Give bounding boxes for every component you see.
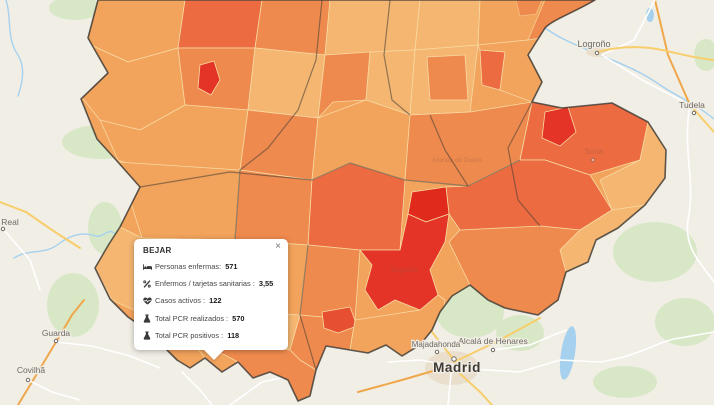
province-border <box>299 244 317 371</box>
lake <box>646 8 654 22</box>
city-dot-real <box>0 226 6 232</box>
overlay-city-labels: Soria Segovia Aranda de Duero <box>390 147 603 274</box>
city-dot-alcala-de-henares <box>490 347 496 353</box>
city-dot-logrono <box>594 50 600 56</box>
popup-pointer <box>203 349 225 360</box>
municipality-region[interactable] <box>359 213 450 311</box>
road <box>55 341 161 369</box>
municipality-region[interactable] <box>317 51 371 119</box>
city-label-covilha: Covilhã <box>17 365 46 375</box>
popup-stat-row: Total PCR realizados : 570 <box>143 314 279 323</box>
percent-icon <box>143 279 152 288</box>
parkland-area <box>613 222 697 282</box>
road <box>0 201 81 249</box>
flask-icon <box>143 314 152 323</box>
road <box>601 0 656 56</box>
city-dot-covilha <box>25 377 31 383</box>
municipality-region[interactable] <box>197 60 221 96</box>
parkland-area <box>49 0 101 20</box>
region-outer-border <box>80 0 667 402</box>
municipality-region[interactable] <box>515 0 543 17</box>
stat-value: 122 <box>207 296 222 306</box>
stat-value: 118 <box>225 330 240 340</box>
parkland-area <box>47 273 99 337</box>
stat-label: Enfermos / tarjetas sanitarias : <box>155 279 255 289</box>
stat-label: Casos activos : <box>155 296 206 306</box>
municipality-region[interactable] <box>324 0 421 56</box>
parkland-area <box>655 298 714 346</box>
road <box>689 104 714 133</box>
stat-label: Total PCR realizados : <box>155 313 229 323</box>
bed-icon <box>143 263 152 271</box>
road <box>387 359 455 367</box>
city-label-tudela: Tudela <box>679 100 705 110</box>
parkland-area <box>593 366 657 398</box>
stat-value: 3,55 <box>256 279 274 289</box>
stat-value: 570 <box>230 313 245 323</box>
road <box>686 104 714 283</box>
road <box>2 228 41 291</box>
road <box>453 317 541 363</box>
city-dot-guarda <box>53 338 59 344</box>
parkland-area <box>694 39 714 71</box>
municipality-region[interactable] <box>239 109 319 181</box>
city-label-soria: Soria <box>585 147 604 156</box>
stat-label: Personas enfermas: <box>155 262 222 271</box>
city-label-aranda: Aranda de Duero <box>432 157 482 164</box>
base-city-labels: Logroño Tudela Madrid Alcalá de HenaresMaja… <box>0 38 706 383</box>
river <box>13 230 115 259</box>
info-popup: × BEJAR Personas enfermas: 571 Enfermos /… <box>134 239 288 350</box>
road <box>455 359 601 373</box>
city-label-segovia: Segovia <box>390 265 418 274</box>
road <box>492 329 567 351</box>
city-label-alcala-de-henares: Alcalá de Henares <box>458 336 527 346</box>
municipality-region[interactable] <box>414 0 481 51</box>
municipality-region[interactable] <box>426 54 469 101</box>
road <box>601 54 691 106</box>
flask-icon <box>143 331 152 340</box>
road <box>27 379 81 401</box>
popup-stats-list: Personas enfermas: 571 Enfermos / tarjeta… <box>143 262 279 340</box>
popup-stat-row: Enfermos / tarjetas sanitarias : 3,55 <box>143 279 279 288</box>
road <box>181 371 213 405</box>
city-label-real: Real <box>1 217 19 227</box>
province-border <box>239 0 323 171</box>
highway <box>654 0 691 106</box>
parkland-area <box>496 315 544 351</box>
city-dot-tudela <box>691 110 697 116</box>
road <box>447 363 453 405</box>
choropleth-layer <box>81 0 666 401</box>
city-dot-soria <box>590 157 596 163</box>
city-label-majadahonda: Majadahonda <box>412 340 461 349</box>
reservoir <box>559 326 577 380</box>
city-label-madrid: Madrid <box>433 360 481 375</box>
highway <box>357 365 451 393</box>
popup-stat-row: Casos activos : 122 <box>143 296 279 305</box>
popup-stat-row: Total PCR positivos : 118 <box>143 331 279 340</box>
popup-title: BEJAR <box>143 246 172 255</box>
road <box>597 46 714 61</box>
stat-label: Total PCR positivos : <box>155 330 224 340</box>
municipality-region[interactable] <box>177 0 263 49</box>
popup-stat-row: Personas enfermas: 571 <box>143 262 279 271</box>
road <box>455 369 493 405</box>
municipality-region[interactable] <box>234 169 313 246</box>
road <box>599 331 714 363</box>
province-border <box>429 114 469 187</box>
city-dot-majadahonda <box>434 349 440 355</box>
city-dot-madrid <box>451 356 457 362</box>
river <box>5 0 24 97</box>
stat-value: 571 <box>223 262 238 271</box>
province-border <box>383 0 411 116</box>
province-border <box>507 101 541 227</box>
municipality-region[interactable] <box>321 306 358 334</box>
city-label-guarda: Guarda <box>42 328 71 338</box>
municipality-region[interactable] <box>247 47 326 119</box>
close-icon[interactable]: × <box>275 241 281 252</box>
city-label-logrono: Logroño <box>577 39 610 49</box>
heartbeat-icon <box>143 297 152 305</box>
